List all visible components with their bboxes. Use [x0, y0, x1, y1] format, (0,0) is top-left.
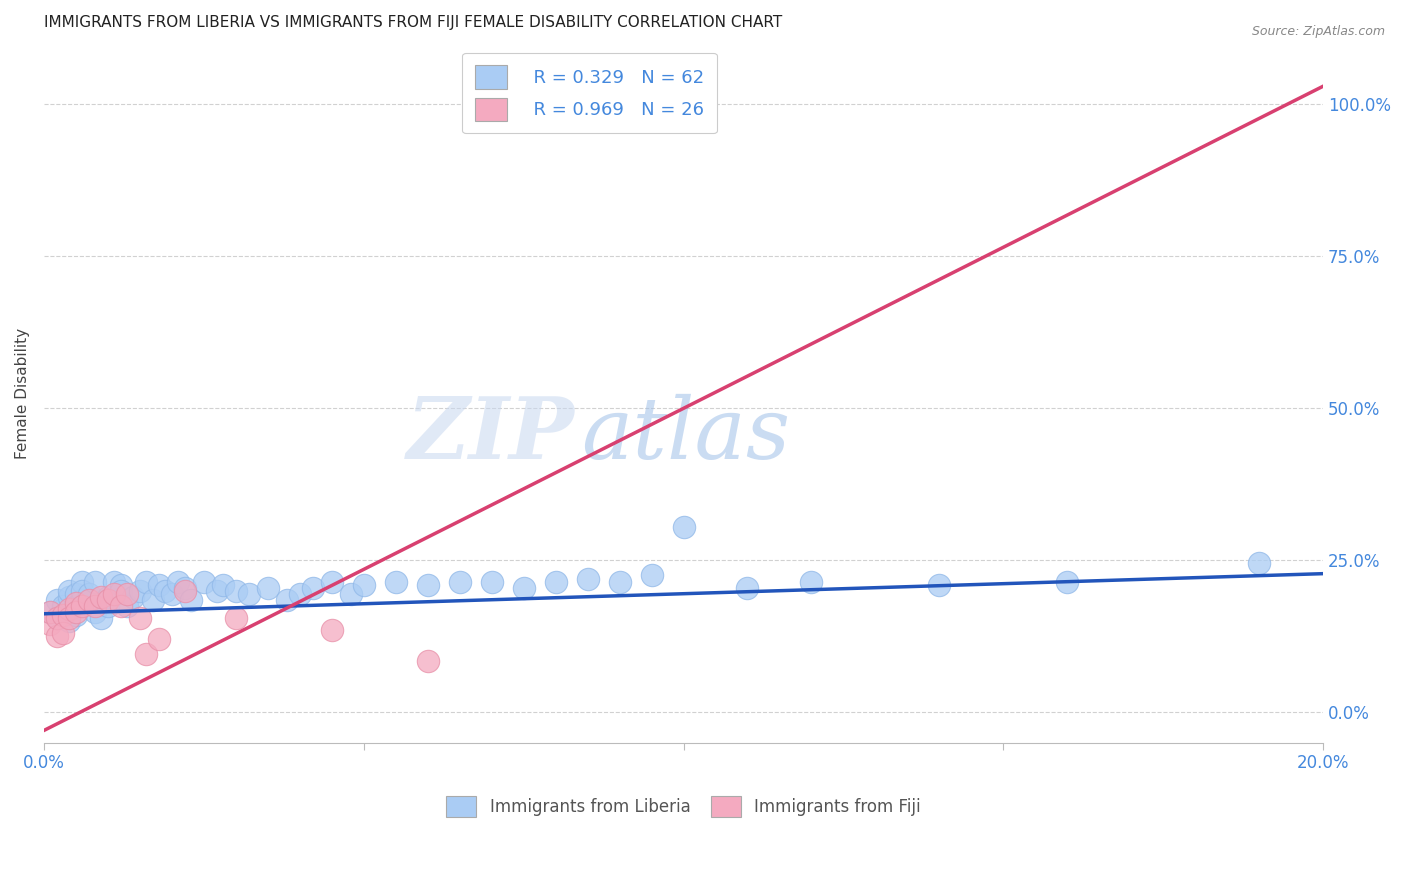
Point — [384, 574, 406, 589]
Point — [39, 605, 62, 619]
Point — [928, 577, 950, 591]
Point — [103, 574, 125, 589]
Point — [58, 611, 80, 625]
Point — [148, 632, 170, 647]
Text: IMMIGRANTS FROM LIBERIA VS IMMIGRANTS FROM FIJI FEMALE DISABILITY CORRELATION CH: IMMIGRANTS FROM LIBERIA VS IMMIGRANTS FR… — [44, 15, 782, 30]
Point — [52, 599, 75, 613]
Point — [481, 574, 503, 589]
Point — [340, 587, 363, 601]
Point — [135, 648, 157, 662]
Point — [115, 599, 138, 613]
Text: ZIP: ZIP — [406, 393, 575, 477]
Point — [142, 592, 165, 607]
Point — [225, 611, 247, 625]
Point — [72, 574, 94, 589]
Point — [65, 605, 87, 619]
Point — [256, 581, 278, 595]
Point — [238, 587, 260, 601]
Point — [110, 583, 132, 598]
Text: Source: ZipAtlas.com: Source: ZipAtlas.com — [1251, 25, 1385, 38]
Point — [45, 611, 67, 625]
Point — [800, 574, 823, 589]
Point — [103, 587, 125, 601]
Point — [544, 574, 567, 589]
Point — [58, 583, 80, 598]
Point — [77, 592, 100, 607]
Point — [110, 599, 132, 613]
Y-axis label: Female Disability: Female Disability — [15, 327, 30, 458]
Point — [155, 583, 177, 598]
Point — [45, 611, 67, 625]
Point — [39, 617, 62, 632]
Point — [148, 577, 170, 591]
Point — [77, 587, 100, 601]
Point — [52, 602, 75, 616]
Point — [1249, 557, 1271, 571]
Point — [52, 607, 75, 622]
Point — [65, 599, 87, 613]
Point — [52, 607, 75, 622]
Point — [416, 577, 439, 591]
Point — [97, 590, 120, 604]
Point — [128, 611, 150, 625]
Point — [288, 587, 311, 601]
Point — [65, 607, 87, 622]
Point — [72, 592, 94, 607]
Point — [122, 590, 145, 604]
Point — [39, 605, 62, 619]
Point — [353, 577, 375, 591]
Point — [640, 568, 662, 582]
Point — [84, 605, 107, 619]
Point — [225, 583, 247, 598]
Point — [84, 599, 107, 613]
Point — [45, 629, 67, 643]
Point — [449, 574, 471, 589]
Point — [97, 592, 120, 607]
Point — [72, 599, 94, 613]
Point — [167, 574, 190, 589]
Point — [321, 574, 343, 589]
Point — [576, 572, 599, 586]
Point — [173, 581, 195, 595]
Point — [512, 581, 534, 595]
Point — [416, 654, 439, 668]
Point — [58, 590, 80, 604]
Point — [58, 614, 80, 628]
Point — [52, 626, 75, 640]
Point — [65, 587, 87, 601]
Point — [276, 592, 298, 607]
Point — [65, 596, 87, 610]
Text: atlas: atlas — [581, 393, 790, 476]
Point — [193, 574, 215, 589]
Point — [321, 623, 343, 637]
Point — [115, 587, 138, 601]
Point — [205, 583, 228, 598]
Point — [640, 97, 662, 112]
Point — [173, 583, 195, 598]
Point — [90, 590, 112, 604]
Point — [135, 574, 157, 589]
Point — [301, 581, 323, 595]
Point — [1056, 574, 1078, 589]
Point — [672, 520, 695, 534]
Point — [128, 583, 150, 598]
Point — [72, 583, 94, 598]
Point — [737, 581, 759, 595]
Point — [90, 611, 112, 625]
Point — [97, 599, 120, 613]
Point — [58, 602, 80, 616]
Point — [180, 592, 202, 607]
Point — [160, 587, 183, 601]
Legend: Immigrants from Liberia, Immigrants from Fiji: Immigrants from Liberia, Immigrants from… — [440, 789, 927, 824]
Point — [45, 592, 67, 607]
Point — [84, 574, 107, 589]
Point — [212, 577, 235, 591]
Point — [609, 574, 631, 589]
Point — [110, 577, 132, 591]
